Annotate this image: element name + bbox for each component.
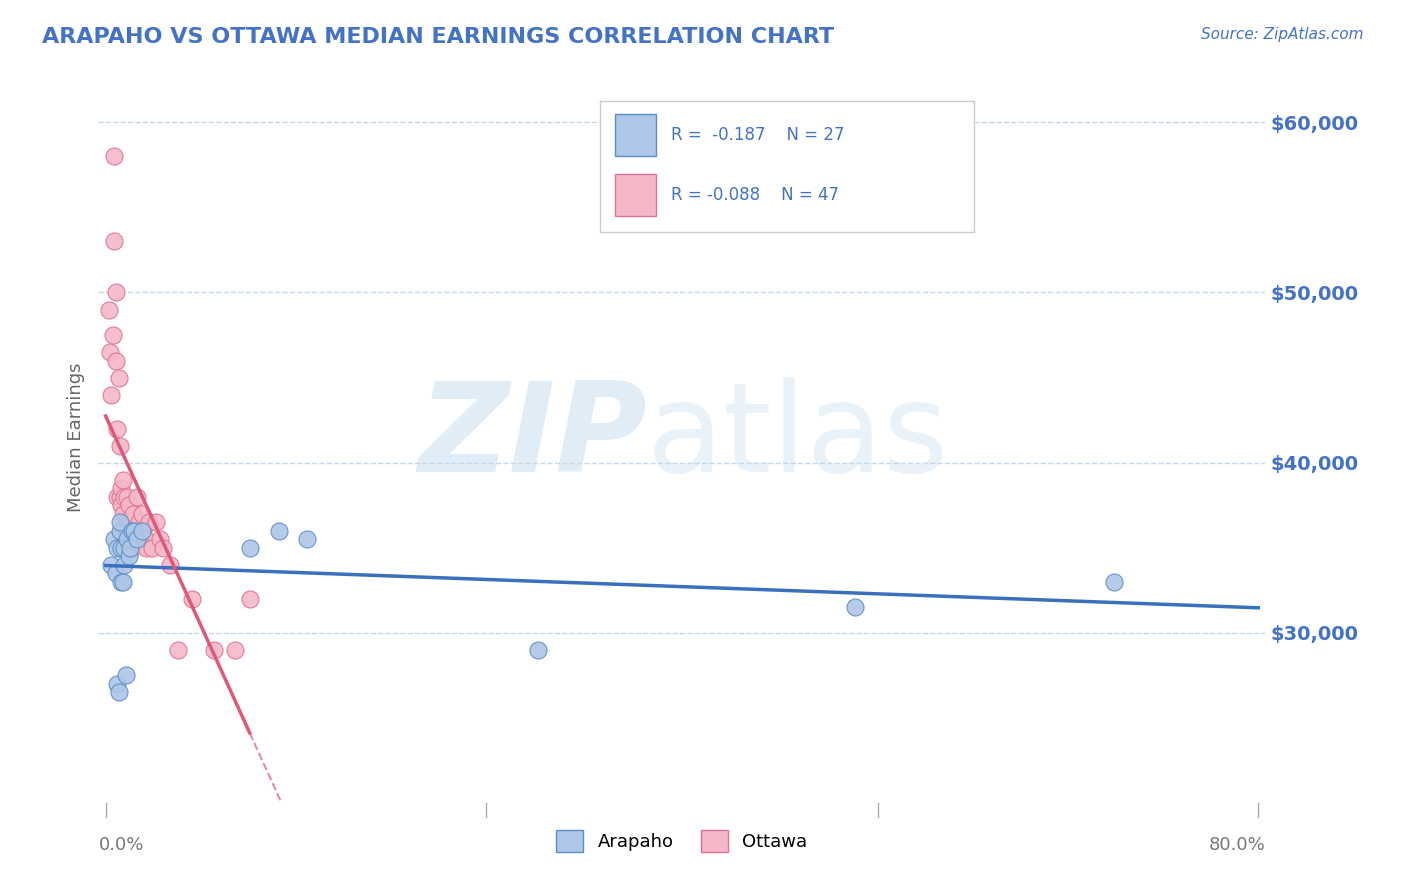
Point: [114, 532, 136, 546]
Point: [145, 515, 167, 529]
Text: Source: ZipAtlas.com: Source: ZipAtlas.com: [1201, 27, 1364, 42]
Point: [127, 532, 149, 546]
Legend: Arapaho, Ottawa: Arapaho, Ottawa: [550, 823, 814, 860]
Point: [103, 532, 125, 546]
Point: [115, 490, 138, 504]
Point: [104, 566, 127, 581]
Point: [1102, 574, 1125, 589]
Point: [120, 515, 142, 529]
Point: [118, 549, 141, 563]
Text: 80.0%: 80.0%: [1209, 836, 1265, 854]
Point: [110, 481, 132, 495]
Point: [108, 524, 131, 538]
Point: [110, 541, 132, 555]
Text: atlas: atlas: [647, 376, 949, 498]
Point: [97, 302, 120, 317]
Point: [297, 532, 319, 546]
Point: [122, 507, 145, 521]
Point: [105, 490, 128, 504]
Point: [105, 421, 128, 435]
Point: [115, 532, 138, 546]
Point: [118, 498, 141, 512]
Point: [131, 524, 153, 538]
Point: [181, 591, 204, 606]
Point: [98, 345, 121, 359]
Point: [112, 490, 135, 504]
Point: [110, 498, 132, 512]
Text: 0.0%: 0.0%: [98, 836, 143, 854]
Point: [103, 235, 125, 249]
Point: [152, 541, 174, 555]
Point: [134, 532, 156, 546]
Point: [202, 642, 225, 657]
Point: [101, 328, 124, 343]
Point: [159, 558, 181, 572]
Point: [124, 524, 146, 538]
Point: [135, 541, 157, 555]
Point: [149, 532, 172, 546]
Point: [527, 642, 550, 657]
Point: [111, 574, 134, 589]
Point: [112, 541, 135, 555]
Point: [224, 642, 246, 657]
Point: [132, 524, 155, 538]
Point: [239, 541, 262, 555]
Point: [239, 591, 262, 606]
Point: [125, 532, 148, 546]
Point: [100, 558, 122, 572]
Point: [104, 285, 127, 300]
Point: [115, 524, 138, 538]
Point: [141, 541, 163, 555]
Point: [121, 524, 143, 538]
Point: [118, 532, 141, 546]
Point: [114, 515, 136, 529]
Point: [103, 149, 125, 163]
Point: [138, 515, 160, 529]
Text: ZIP: ZIP: [418, 376, 647, 498]
Point: [267, 524, 290, 538]
Point: [108, 515, 131, 529]
Point: [105, 677, 128, 691]
Point: [124, 524, 146, 538]
Point: [105, 541, 128, 555]
Point: [111, 507, 134, 521]
Point: [112, 558, 135, 572]
Point: [110, 574, 132, 589]
Point: [108, 490, 131, 504]
Point: [100, 387, 122, 401]
Point: [844, 600, 866, 615]
Point: [111, 473, 134, 487]
Point: [107, 685, 129, 699]
Point: [131, 507, 153, 521]
Point: [121, 541, 143, 555]
Point: [120, 541, 142, 555]
Point: [127, 490, 149, 504]
Text: ARAPAHO VS OTTAWA MEDIAN EARNINGS CORRELATION CHART: ARAPAHO VS OTTAWA MEDIAN EARNINGS CORREL…: [42, 27, 834, 46]
Point: [128, 515, 150, 529]
Point: [108, 439, 131, 453]
Point: [114, 668, 136, 682]
Y-axis label: Median Earnings: Median Earnings: [66, 362, 84, 512]
Point: [129, 532, 152, 546]
Point: [107, 370, 129, 384]
Point: [104, 353, 127, 368]
Point: [166, 642, 188, 657]
